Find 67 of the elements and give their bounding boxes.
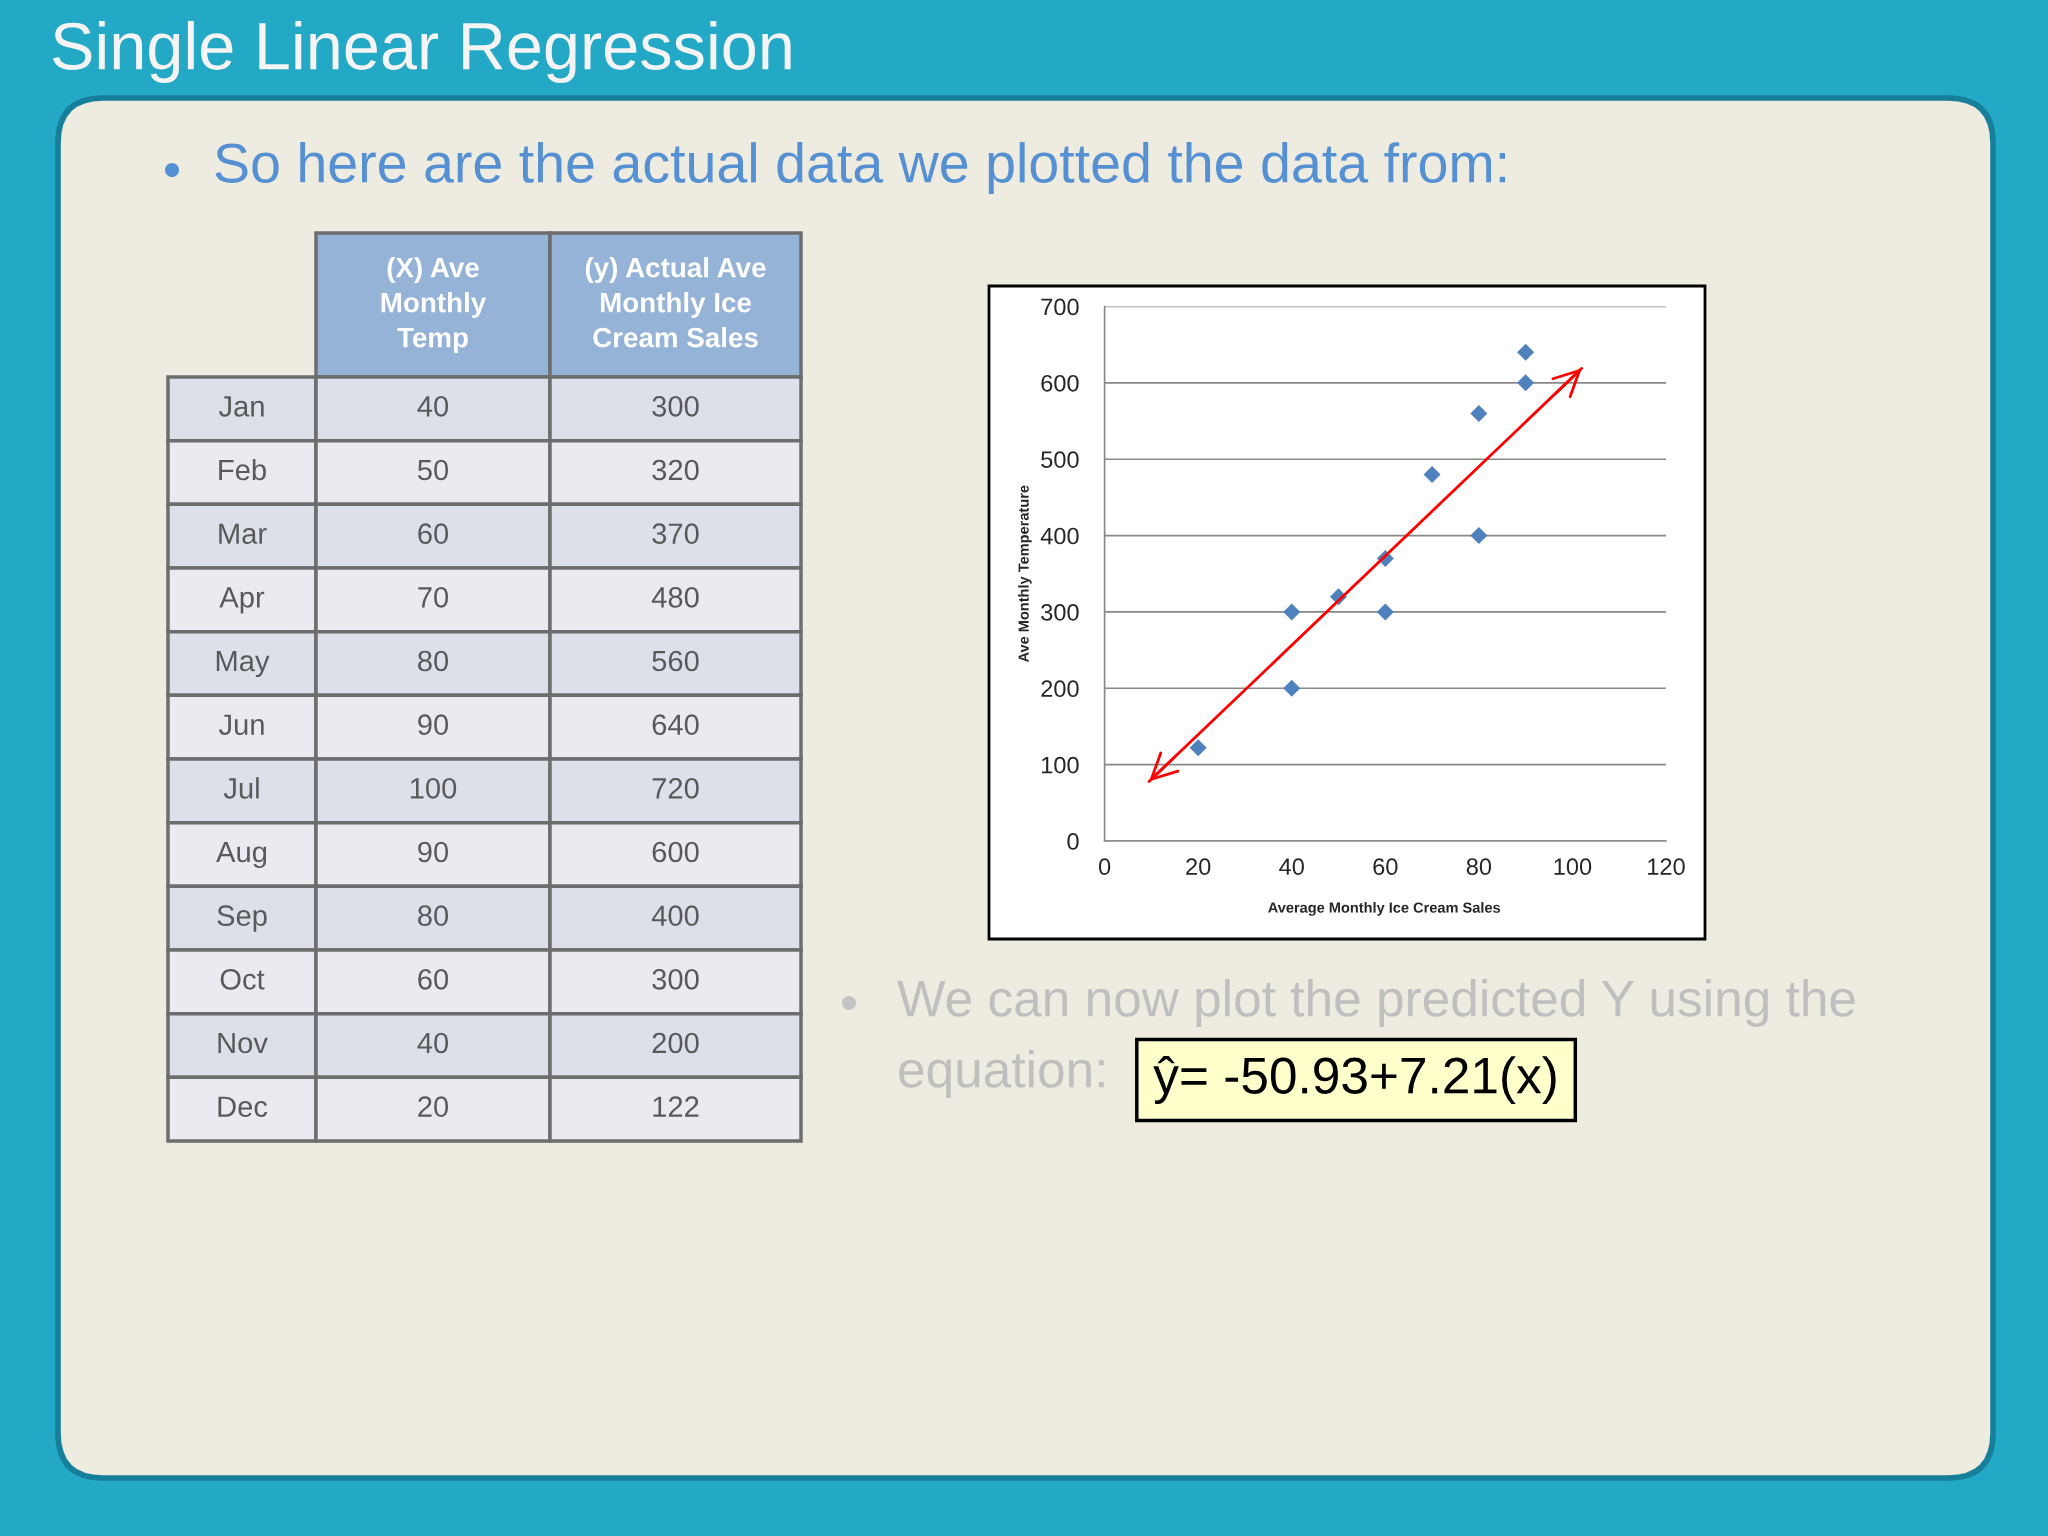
data-label: 60 [418, 969, 449, 990]
point [1470, 404, 1488, 422]
point [1189, 739, 1207, 757]
data-label: 40 [417, 396, 449, 417]
data-label: 122 [653, 1096, 699, 1117]
data-label: 600 [652, 841, 699, 863]
x-tick-label: 120 [1648, 858, 1685, 876]
category-label: Jun [218, 714, 264, 735]
data-label: 320 [652, 459, 699, 481]
y-tick-label: 700 [1041, 298, 1079, 316]
y-tick-label: 100 [1042, 756, 1079, 774]
y-tick-label: 500 [1041, 451, 1079, 468]
point [1283, 603, 1301, 621]
y-tick-label: 300 [1041, 604, 1079, 621]
category-label: Jan [218, 396, 264, 417]
series-label: (y) Actual Ave Monthly Ice Cream Sales [585, 257, 766, 348]
data-label: 100 [410, 778, 457, 799]
category-label: Apr [219, 587, 265, 614]
x-axis-title: Average Monthly Ice Cream Sales [1268, 902, 1501, 916]
point [1423, 465, 1441, 483]
point [1470, 527, 1488, 545]
text: So here are the actual data we plotted the data from: [215, 142, 1506, 194]
x-tick-label: 60 [1373, 858, 1398, 876]
series-label: (X) Ave Monthly Temp [381, 257, 487, 353]
point [1517, 374, 1535, 392]
data-label: 60 [418, 523, 449, 544]
x-tick-label: 100 [1554, 858, 1592, 876]
data-label: 200 [652, 1032, 699, 1054]
data-label: 480 [651, 587, 699, 608]
y-tick-label: 400 [1040, 527, 1079, 545]
data-label: 80 [418, 650, 449, 672]
y-axis-title: Ave Monthly Temperature [1018, 485, 1032, 663]
point [1517, 343, 1535, 361]
data-label: 40 [417, 1032, 449, 1054]
point [1283, 679, 1301, 697]
category-label: Mar [219, 523, 267, 544]
data-label: 50 [417, 459, 449, 481]
x-tick-label: 20 [1186, 858, 1211, 876]
data-label: 370 [652, 523, 699, 544]
y-tick-label: 600 [1041, 374, 1079, 392]
text: ŷ= -50.93+7.21(x) [1153, 1055, 1556, 1105]
point [1376, 603, 1394, 621]
data-label: 400 [651, 905, 699, 926]
text: Single Linear Regression [53, 20, 791, 84]
category-label: Dec [218, 1096, 268, 1117]
data-label: 20 [418, 1096, 449, 1117]
data-label: 560 [652, 650, 699, 672]
category-label: Aug [216, 841, 267, 869]
category-label: Feb [219, 458, 266, 481]
x-tick-label: 80 [1466, 858, 1492, 876]
data-label: 90 [418, 841, 449, 863]
data-label: 80 [418, 905, 449, 926]
data-label: 640 [652, 714, 699, 735]
data-label: 720 [652, 778, 699, 799]
category-label: Oct [220, 969, 265, 990]
y-tick-label: 200 [1041, 680, 1079, 698]
category-label: Nov [218, 1032, 268, 1054]
x-tick-label: 0 [1098, 858, 1111, 876]
x-tick-label: 40 [1279, 858, 1304, 876]
category-label: Jul [223, 777, 259, 799]
category-label: Sep [217, 905, 267, 932]
category-label: May [216, 650, 270, 678]
y-tick-label: 0 [1067, 833, 1079, 850]
data-label: 300 [652, 969, 699, 990]
data-label: 70 [418, 587, 449, 608]
data-label: 90 [418, 714, 449, 735]
data-label: 300 [652, 396, 699, 417]
